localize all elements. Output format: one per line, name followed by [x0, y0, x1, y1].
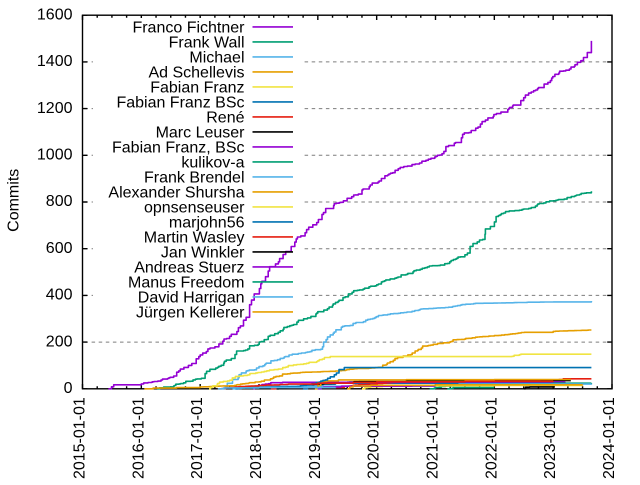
svg-text:opnsenseuser: opnsenseuser	[144, 199, 245, 216]
svg-text:2015-01-01: 2015-01-01	[72, 397, 89, 479]
svg-text:2022-01-01: 2022-01-01	[483, 397, 500, 479]
svg-text:Marc Leuser: Marc Leuser	[156, 124, 246, 141]
svg-text:Frank Wall: Frank Wall	[169, 34, 245, 51]
svg-text:1400: 1400	[37, 53, 73, 70]
svg-text:Frank Brendel: Frank Brendel	[144, 169, 245, 186]
svg-text:Franco Fichtner: Franco Fichtner	[132, 19, 245, 36]
svg-text:2017-01-01: 2017-01-01	[189, 397, 206, 479]
svg-text:Commits: Commits	[5, 169, 22, 232]
svg-text:200: 200	[46, 333, 73, 350]
svg-text:marjohn56: marjohn56	[169, 214, 245, 231]
svg-text:kulikov-a: kulikov-a	[181, 154, 244, 171]
svg-text:Michael: Michael	[189, 49, 244, 66]
svg-text:Alexander Shursha: Alexander Shursha	[108, 184, 244, 201]
svg-text:0: 0	[64, 380, 73, 397]
svg-text:Fabian Franz, BSc: Fabian Franz, BSc	[112, 139, 245, 156]
svg-text:1200: 1200	[37, 100, 73, 117]
svg-text:2024-01-01: 2024-01-01	[601, 397, 618, 479]
svg-text:2016-01-01: 2016-01-01	[130, 397, 147, 479]
svg-text:Fabian Franz BSc: Fabian Franz BSc	[116, 94, 244, 111]
svg-text:400: 400	[46, 287, 73, 304]
svg-text:2018-01-01: 2018-01-01	[248, 397, 265, 479]
svg-text:Andreas Stuerz: Andreas Stuerz	[134, 259, 244, 276]
svg-text:Manus Freedom: Manus Freedom	[128, 274, 245, 291]
svg-text:2020-01-01: 2020-01-01	[366, 397, 383, 479]
svg-text:David Harrigan: David Harrigan	[138, 289, 245, 306]
svg-text:1000: 1000	[37, 147, 73, 164]
svg-text:Jan Winkler: Jan Winkler	[161, 244, 245, 261]
svg-text:Ad Schellevis: Ad Schellevis	[148, 64, 244, 81]
svg-text:600: 600	[46, 240, 73, 257]
svg-text:René: René	[206, 109, 244, 126]
svg-text:2021-01-01: 2021-01-01	[425, 397, 442, 479]
svg-text:Jürgen Kellerer: Jürgen Kellerer	[136, 304, 245, 321]
svg-text:1600: 1600	[37, 6, 73, 23]
svg-text:Martin Wasley: Martin Wasley	[144, 229, 245, 246]
svg-text:Fabian Franz: Fabian Franz	[150, 79, 244, 96]
svg-text:800: 800	[46, 193, 73, 210]
svg-text:2019-01-01: 2019-01-01	[307, 397, 324, 479]
svg-text:2023-01-01: 2023-01-01	[542, 397, 559, 479]
